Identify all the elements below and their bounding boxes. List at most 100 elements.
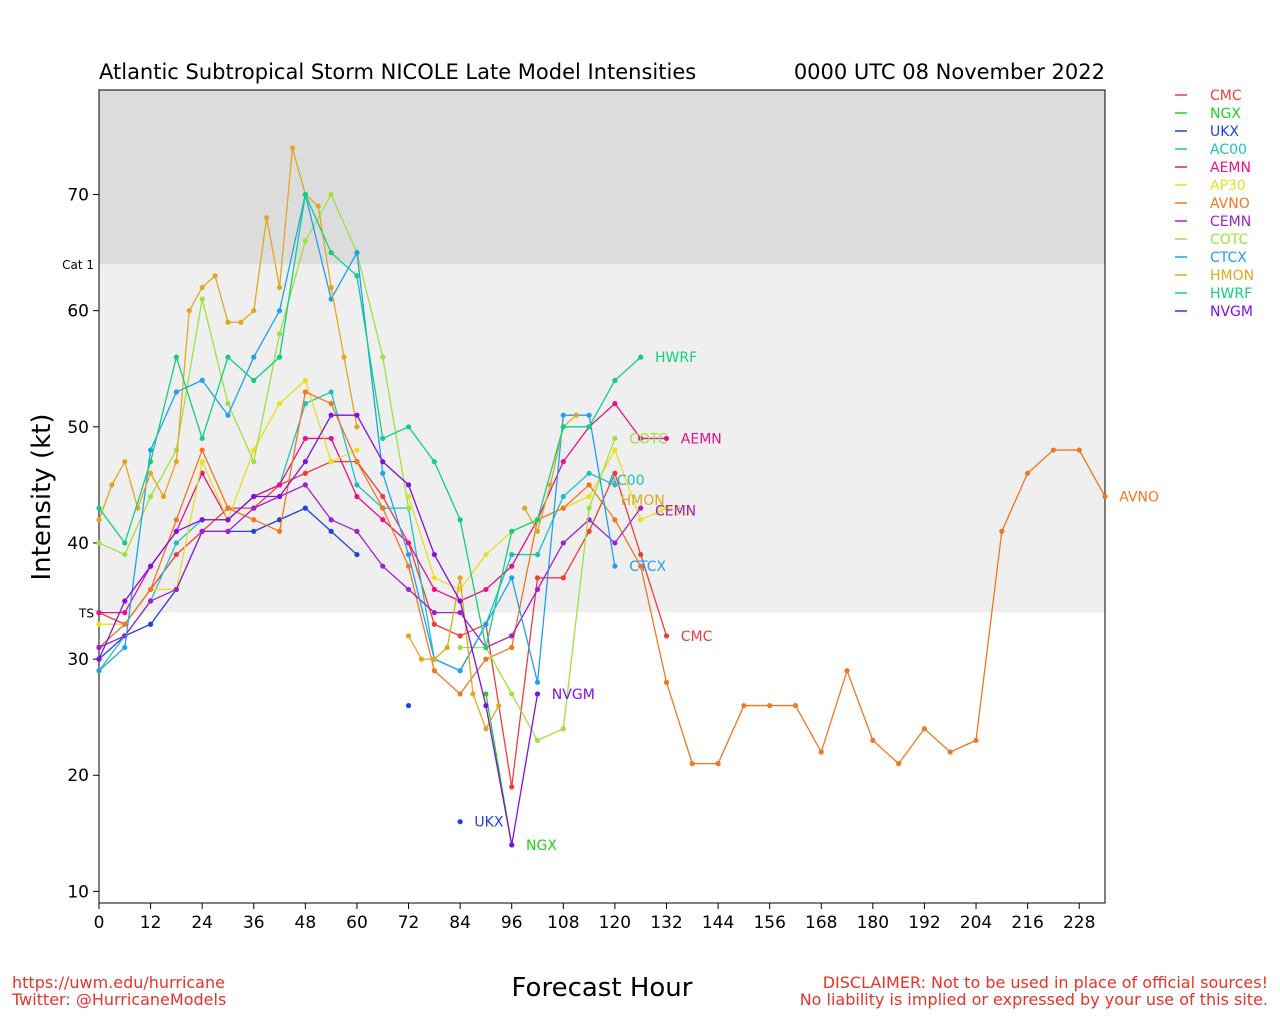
- x-tick-label: 228: [1063, 913, 1095, 933]
- data-point: [767, 702, 773, 709]
- data-point: [431, 610, 437, 616]
- data-point: [122, 459, 128, 465]
- data-point: [560, 575, 566, 581]
- data-point: [586, 424, 592, 430]
- data-point: [354, 493, 360, 500]
- legend-item-cmc: CMC: [1210, 88, 1242, 104]
- data-point: [302, 238, 308, 244]
- data-point: [96, 644, 102, 651]
- x-axis-label: Forecast Hour: [512, 973, 693, 1003]
- data-point: [586, 482, 592, 488]
- data-point: [289, 145, 296, 151]
- data-point: [173, 528, 179, 534]
- data-point: [431, 551, 437, 558]
- data-point: [238, 319, 244, 325]
- legend-item-hwrf: HWRF: [1210, 286, 1252, 302]
- data-point: [147, 598, 154, 604]
- data-point: [328, 528, 334, 534]
- data-point: [1102, 493, 1108, 500]
- data-point: [509, 644, 515, 651]
- data-point: [147, 459, 154, 465]
- data-point: [276, 308, 283, 314]
- intensity-bands: TS Cat 1: [62, 90, 1105, 621]
- series-cemn: [96, 482, 644, 651]
- data-point: [122, 598, 128, 604]
- x-tick-label: 24: [191, 913, 213, 933]
- data-point: [225, 319, 231, 325]
- data-point: [638, 551, 644, 558]
- data-point: [663, 633, 670, 639]
- x-tick-label: 132: [650, 913, 682, 933]
- data-point: [251, 447, 257, 453]
- data-point: [457, 575, 463, 581]
- data-point: [199, 517, 205, 523]
- data-point: [483, 726, 489, 732]
- data-point: [354, 528, 360, 534]
- data-point: [560, 505, 566, 511]
- data-point: [147, 563, 154, 569]
- data-point: [483, 702, 489, 709]
- data-point: [405, 633, 412, 639]
- data-point: [122, 551, 128, 558]
- data-point: [276, 493, 283, 500]
- x-tick-label: 168: [805, 913, 837, 933]
- data-point: [147, 447, 154, 453]
- data-point: [509, 563, 515, 569]
- data-point: [612, 482, 618, 488]
- data-point: [96, 621, 102, 627]
- data-point: [96, 668, 102, 674]
- data-point: [534, 575, 541, 581]
- y-axis-label: Intensity (kt): [27, 414, 57, 581]
- data-point: [534, 586, 541, 593]
- data-point: [380, 354, 386, 360]
- data-point: [431, 586, 437, 593]
- data-point: [509, 575, 515, 581]
- data-point: [560, 424, 566, 430]
- end-label-ukx: UKX: [474, 815, 503, 831]
- data-point: [560, 459, 566, 465]
- data-point: [147, 621, 154, 627]
- data-point: [96, 517, 102, 523]
- data-point: [431, 459, 437, 465]
- data-point: [457, 819, 463, 825]
- x-tick-label: 120: [599, 913, 631, 933]
- data-point: [302, 470, 308, 476]
- data-point: [173, 517, 179, 523]
- data-point: [199, 528, 205, 534]
- data-point: [302, 482, 308, 488]
- band-label: TS: [78, 607, 94, 621]
- data-point: [109, 482, 115, 488]
- data-point: [870, 737, 876, 744]
- band-ts: [99, 264, 1105, 613]
- data-point: [380, 470, 386, 476]
- data-point: [354, 551, 360, 558]
- y-tick-label: 70: [67, 186, 89, 206]
- x-tick-label: 180: [857, 913, 889, 933]
- data-point: [457, 633, 463, 639]
- data-point: [457, 668, 463, 674]
- end-label-hmon: HMON: [621, 493, 665, 509]
- end-label-ctcx: CTCX: [629, 559, 666, 575]
- data-point: [534, 517, 541, 523]
- data-point: [483, 551, 489, 558]
- data-point: [405, 551, 412, 558]
- data-point: [457, 517, 463, 523]
- x-tick-label: 156: [753, 913, 785, 933]
- data-point: [173, 447, 179, 453]
- legend-item-cotc: COTC: [1210, 232, 1249, 248]
- axes: 0 12 24 36 48 60 72 84 96 108 120 132 144 156 168 180 19…: [67, 89, 1106, 933]
- data-point: [1050, 447, 1057, 453]
- x-tick-label: 108: [547, 913, 579, 933]
- data-point: [276, 400, 283, 407]
- data-point: [741, 702, 747, 709]
- data-point: [354, 250, 360, 256]
- data-point: [173, 586, 179, 593]
- x-tick-label: 84: [449, 913, 471, 933]
- data-point: [483, 691, 489, 697]
- series-hwrf: [96, 191, 644, 651]
- data-point: [509, 784, 515, 790]
- data-point: [638, 435, 644, 442]
- end-label-nvgm: NVGM: [552, 687, 595, 703]
- data-point: [225, 528, 231, 534]
- data-point: [251, 528, 257, 534]
